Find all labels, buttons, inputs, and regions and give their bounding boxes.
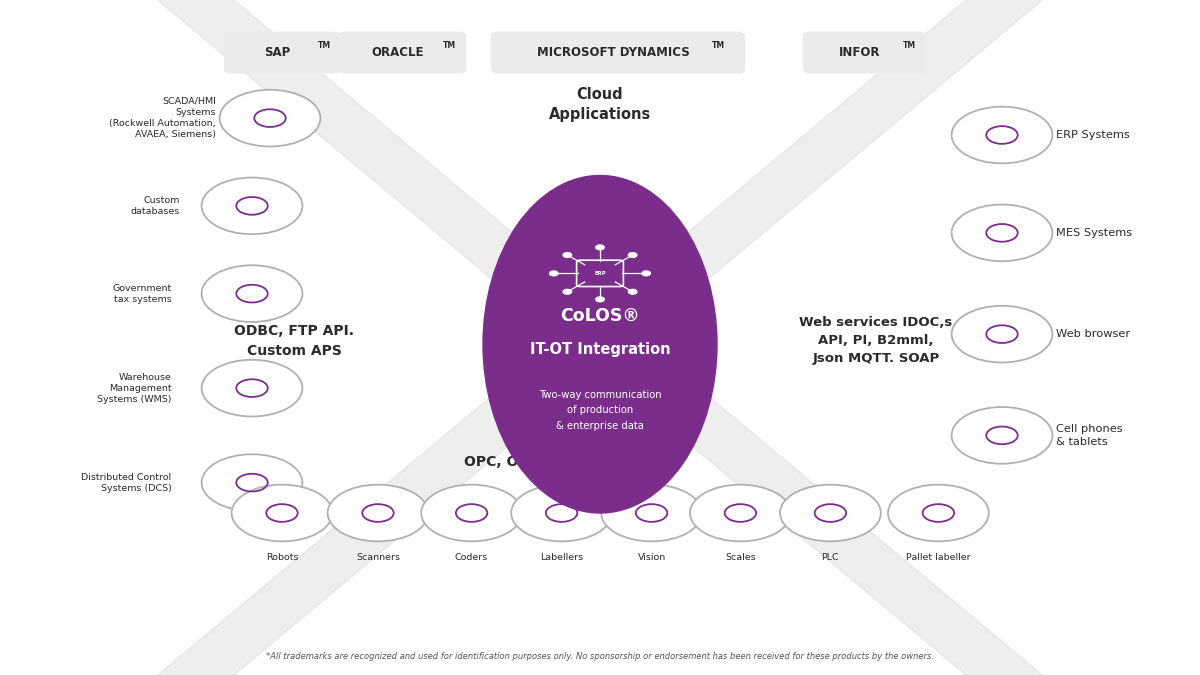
Text: Warehouse
Management
Systems (WMS): Warehouse Management Systems (WMS)	[97, 373, 172, 404]
FancyBboxPatch shape	[223, 32, 341, 74]
Text: Distributed Control
Systems (DCS): Distributed Control Systems (DCS)	[82, 472, 172, 493]
Text: TM: TM	[902, 40, 916, 50]
Ellipse shape	[482, 176, 718, 513]
FancyBboxPatch shape	[491, 32, 745, 74]
FancyBboxPatch shape	[577, 260, 624, 286]
Text: Web browser: Web browser	[1056, 329, 1130, 339]
Text: CoLOS®: CoLOS®	[560, 307, 640, 325]
Circle shape	[328, 485, 428, 541]
Circle shape	[421, 485, 522, 541]
Text: Cloud
Applications: Cloud Applications	[548, 87, 652, 122]
Text: Government
tax systems: Government tax systems	[113, 284, 172, 304]
Text: SAP: SAP	[264, 46, 290, 59]
Circle shape	[952, 107, 1052, 163]
Text: MICROSOFT DYNAMICS: MICROSOFT DYNAMICS	[536, 46, 690, 59]
FancyBboxPatch shape	[803, 32, 925, 74]
Text: Scales: Scales	[725, 554, 756, 562]
Text: SCADA/HMI
Systems
(Rockwell Automation,
AVAEA, Siemens): SCADA/HMI Systems (Rockwell Automation, …	[109, 97, 216, 139]
Circle shape	[563, 290, 571, 294]
Circle shape	[952, 306, 1052, 362]
Circle shape	[642, 271, 650, 276]
Circle shape	[595, 297, 605, 302]
Circle shape	[888, 485, 989, 541]
Circle shape	[202, 360, 302, 416]
Circle shape	[202, 178, 302, 234]
Circle shape	[601, 485, 702, 541]
Circle shape	[595, 245, 605, 250]
Circle shape	[232, 485, 332, 541]
Text: IT-OT Integration: IT-OT Integration	[529, 342, 671, 357]
Text: ERP Systems: ERP Systems	[1056, 130, 1129, 140]
Circle shape	[511, 485, 612, 541]
Circle shape	[563, 252, 571, 257]
Text: MES Systems: MES Systems	[1056, 228, 1132, 238]
Circle shape	[952, 205, 1052, 261]
Text: ORACLE: ORACLE	[371, 46, 424, 59]
Text: TM: TM	[318, 40, 331, 50]
Text: Custom
databases: Custom databases	[131, 196, 180, 216]
Circle shape	[629, 252, 637, 257]
Text: Two-way communication
of production
& enterprise data: Two-way communication of production & en…	[539, 390, 661, 431]
Circle shape	[550, 271, 558, 276]
Text: OPC, OPC-UA, TCP/IP: OPC, OPC-UA, TCP/IP	[464, 456, 628, 469]
FancyBboxPatch shape	[338, 32, 466, 74]
Text: PLC: PLC	[822, 554, 839, 562]
Text: Labellers: Labellers	[540, 554, 583, 562]
Text: Robots: Robots	[265, 554, 299, 562]
Text: Web services IDOC,s
API, PI, B2mml,
Json MQTT. SOAP: Web services IDOC,s API, PI, B2mml, Json…	[799, 317, 953, 365]
Text: Scanners: Scanners	[356, 554, 400, 562]
Circle shape	[202, 265, 302, 322]
Text: ODBC, FTP API.
Custom APS: ODBC, FTP API. Custom APS	[234, 324, 354, 358]
Text: Pallet labeller: Pallet labeller	[906, 554, 971, 562]
Circle shape	[780, 485, 881, 541]
Circle shape	[952, 407, 1052, 464]
Text: TM: TM	[713, 40, 725, 50]
Text: ERP: ERP	[594, 271, 606, 276]
Text: Vision: Vision	[637, 554, 666, 562]
Circle shape	[220, 90, 320, 146]
Text: Cell phones
& tablets: Cell phones & tablets	[1056, 424, 1123, 447]
Text: *All trademarks are recognized and used for identification purposes only. No spo: *All trademarks are recognized and used …	[266, 651, 934, 661]
Circle shape	[629, 290, 637, 294]
Text: Coders: Coders	[455, 554, 488, 562]
Text: INFOR: INFOR	[839, 46, 880, 59]
Text: TM: TM	[443, 40, 456, 50]
Circle shape	[690, 485, 791, 541]
Circle shape	[202, 454, 302, 511]
